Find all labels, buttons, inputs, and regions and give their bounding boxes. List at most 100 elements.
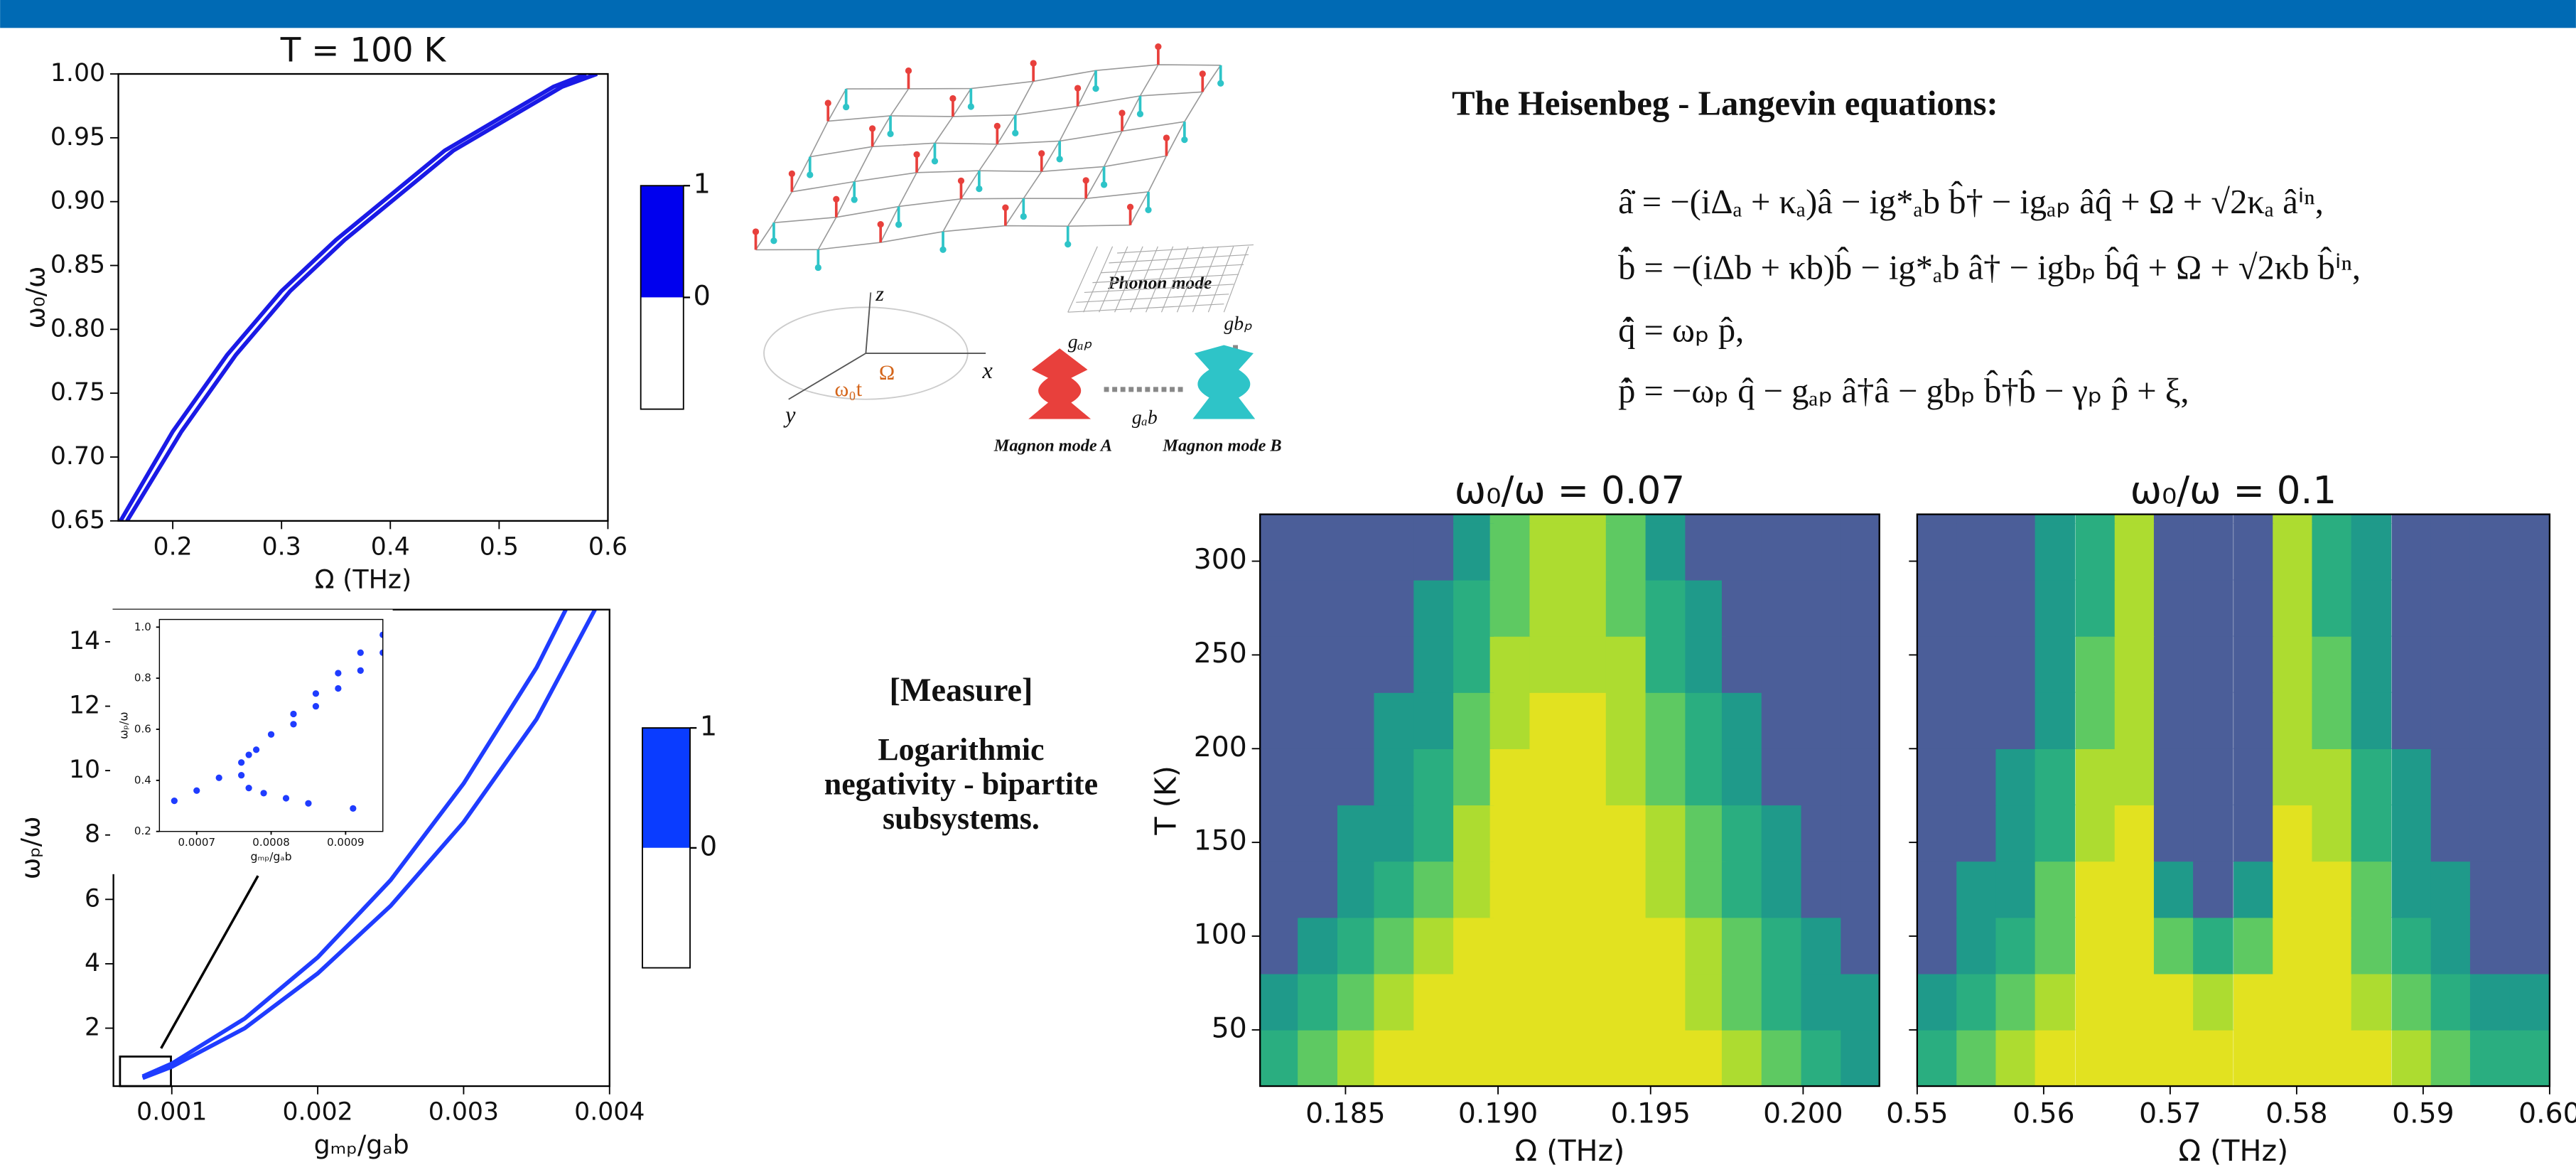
heat-cell — [1917, 514, 1958, 524]
heat-cell — [1685, 692, 1726, 749]
heat-cell — [1841, 748, 1880, 806]
heat-cell — [1453, 804, 1494, 862]
y-tick-label: 0.70 — [50, 442, 105, 471]
spin-head — [939, 246, 947, 253]
heat-cell — [1645, 804, 1686, 862]
heat-cell — [1917, 523, 1958, 581]
heat-cell — [1337, 804, 1379, 862]
y-tick-label: 50 — [1212, 1012, 1247, 1044]
heat-cell — [1529, 860, 1570, 918]
heat-cell — [1569, 804, 1610, 862]
y-tick-label: 0.65 — [50, 506, 105, 535]
heat-cell — [1569, 635, 1610, 693]
spin-head — [1100, 181, 1108, 188]
y-tick-label: 0.6 — [134, 723, 151, 736]
y-tick-label: 12 — [69, 692, 100, 720]
heat-cell — [2075, 523, 2116, 581]
heat-cell — [2114, 523, 2155, 581]
spin-head — [1126, 203, 1134, 210]
heat-cell — [1374, 692, 1415, 749]
spin-head — [1020, 213, 1027, 220]
heat-cell — [1337, 916, 1379, 975]
heat-cell — [2391, 635, 2432, 693]
heat-cell — [2153, 973, 2194, 1031]
heat-cell — [1337, 1029, 1379, 1087]
heat-cell — [2469, 860, 2511, 918]
heat-cell — [1298, 748, 1339, 806]
heat-cell — [1374, 1029, 1415, 1087]
heat-cell — [2233, 692, 2274, 749]
inset-bg — [110, 609, 393, 874]
equation: q̂̇ = ωₚ p̂, — [1618, 311, 1744, 349]
spin-head — [1181, 136, 1188, 144]
y-tick-label: 0.4 — [134, 773, 151, 786]
heat-cell — [1453, 748, 1494, 806]
heat-cell — [1489, 523, 1531, 581]
heat-cell — [1956, 692, 1997, 749]
heat-cell — [2035, 916, 2076, 975]
heat-cell — [2312, 692, 2353, 749]
membrane — [1083, 246, 1114, 313]
heat-cell — [1298, 1029, 1339, 1087]
heat-cell — [2075, 973, 2116, 1031]
heat-cell — [2351, 692, 2392, 749]
y-tick-label: 250 — [1194, 638, 1247, 670]
heat-cell — [1605, 860, 1647, 918]
x-axis-label: Ω (THz) — [315, 564, 411, 595]
chart: 0.0007 0.0008 0.0009 0.2 0.4 0.6 0.8 1.0 gₘₚ/gₐb… — [110, 609, 393, 874]
heat-cell — [2114, 692, 2155, 749]
heat-cell — [1453, 916, 1494, 975]
spin-head — [869, 125, 876, 132]
heat-cell — [1761, 973, 1802, 1031]
heat-cell — [1801, 973, 1842, 1031]
membrane — [1130, 246, 1158, 313]
heat-cell — [2233, 523, 2274, 581]
heat-cell — [2391, 860, 2432, 918]
heat-cell — [1529, 973, 1570, 1031]
heat-cell — [1569, 916, 1610, 975]
x-tick-label: 0.5 — [480, 532, 519, 561]
y-tick-label: 8 — [85, 820, 100, 849]
heat-cell — [2193, 804, 2233, 862]
data-point — [305, 800, 312, 807]
heat-cell — [2273, 635, 2313, 693]
top-bar — [0, 0, 2576, 28]
heat-cell — [1995, 804, 2037, 862]
heat-cell — [1337, 860, 1379, 918]
heat-cell — [2509, 523, 2550, 581]
heat-cell — [2114, 973, 2155, 1031]
heat-cell — [2430, 916, 2472, 975]
heat-cell — [1413, 973, 1455, 1031]
heat-cell — [1260, 514, 1299, 524]
heat-cell — [1721, 916, 1763, 975]
heat-cell — [2153, 514, 2194, 524]
heat-cell — [1413, 514, 1455, 524]
heat-cell — [2430, 973, 2472, 1031]
heat-cell — [2193, 635, 2233, 693]
heat-cell — [2233, 804, 2274, 862]
heat-cell — [2153, 1029, 2194, 1087]
lattice-line — [1129, 65, 1222, 226]
heat-cell — [1995, 916, 2037, 975]
measure-text: Logarithmic — [878, 732, 1044, 767]
heat-cell — [2509, 1029, 2550, 1087]
data-point — [335, 670, 342, 677]
heat-cell — [2114, 860, 2155, 918]
x-tick-label: 0.0009 — [327, 836, 365, 849]
heat-cell — [2391, 748, 2432, 806]
heat-cell — [1956, 579, 1997, 637]
heat-cell — [1721, 748, 1763, 806]
x-tick-label: 0.55 — [1886, 1098, 1948, 1130]
spin-head — [976, 185, 983, 193]
heat-cell — [1956, 635, 1997, 693]
heat-cell — [1645, 523, 1686, 581]
heat-cell — [2509, 860, 2550, 918]
y-tick-label: 6 — [85, 884, 100, 913]
x-axis-label: Ω (THz) — [2179, 1134, 2289, 1165]
heat-cell — [1260, 916, 1299, 975]
heat-cell — [2035, 973, 2076, 1031]
x-tick-label: 0.60 — [2518, 1098, 2576, 1130]
heat-cell — [2430, 748, 2472, 806]
heat-cell — [2430, 692, 2472, 749]
